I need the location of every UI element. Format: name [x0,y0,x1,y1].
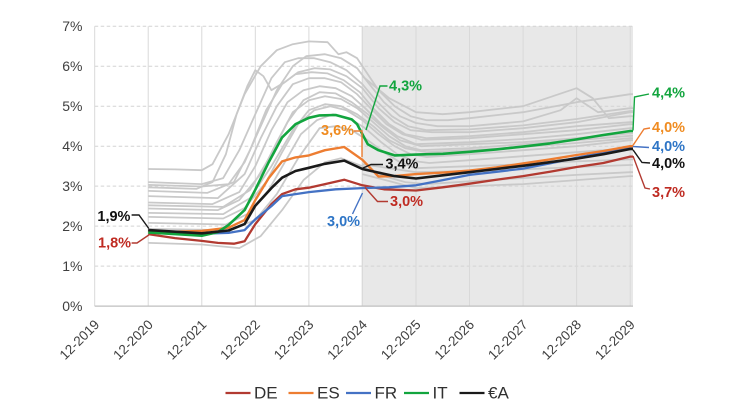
svg-text:3,6%: 3,6% [321,123,354,139]
svg-text:1,9%: 1,9% [97,209,130,225]
svg-text:4,3%: 4,3% [389,79,422,95]
svg-text:€A: €A [488,384,509,403]
svg-text:0%: 0% [62,298,82,314]
svg-text:ES: ES [317,384,340,403]
svg-text:3,4%: 3,4% [385,157,418,173]
svg-text:5%: 5% [62,98,82,114]
svg-text:4%: 4% [62,138,82,154]
svg-text:4,4%: 4,4% [652,86,685,102]
svg-text:6%: 6% [62,58,82,74]
svg-text:DE: DE [254,384,278,403]
svg-text:2%: 2% [62,218,82,234]
svg-text:1,8%: 1,8% [98,236,131,252]
svg-text:3,0%: 3,0% [390,194,423,210]
svg-text:4,0%: 4,0% [652,139,685,155]
svg-text:3,7%: 3,7% [652,185,685,201]
svg-text:FR: FR [375,384,398,403]
svg-text:1%: 1% [62,258,82,274]
svg-text:7%: 7% [62,18,82,34]
svg-text:4,0%: 4,0% [652,120,685,136]
svg-text:IT: IT [433,384,448,403]
svg-text:3,0%: 3,0% [327,214,360,230]
svg-text:4,0%: 4,0% [652,156,685,172]
svg-text:3%: 3% [62,178,82,194]
